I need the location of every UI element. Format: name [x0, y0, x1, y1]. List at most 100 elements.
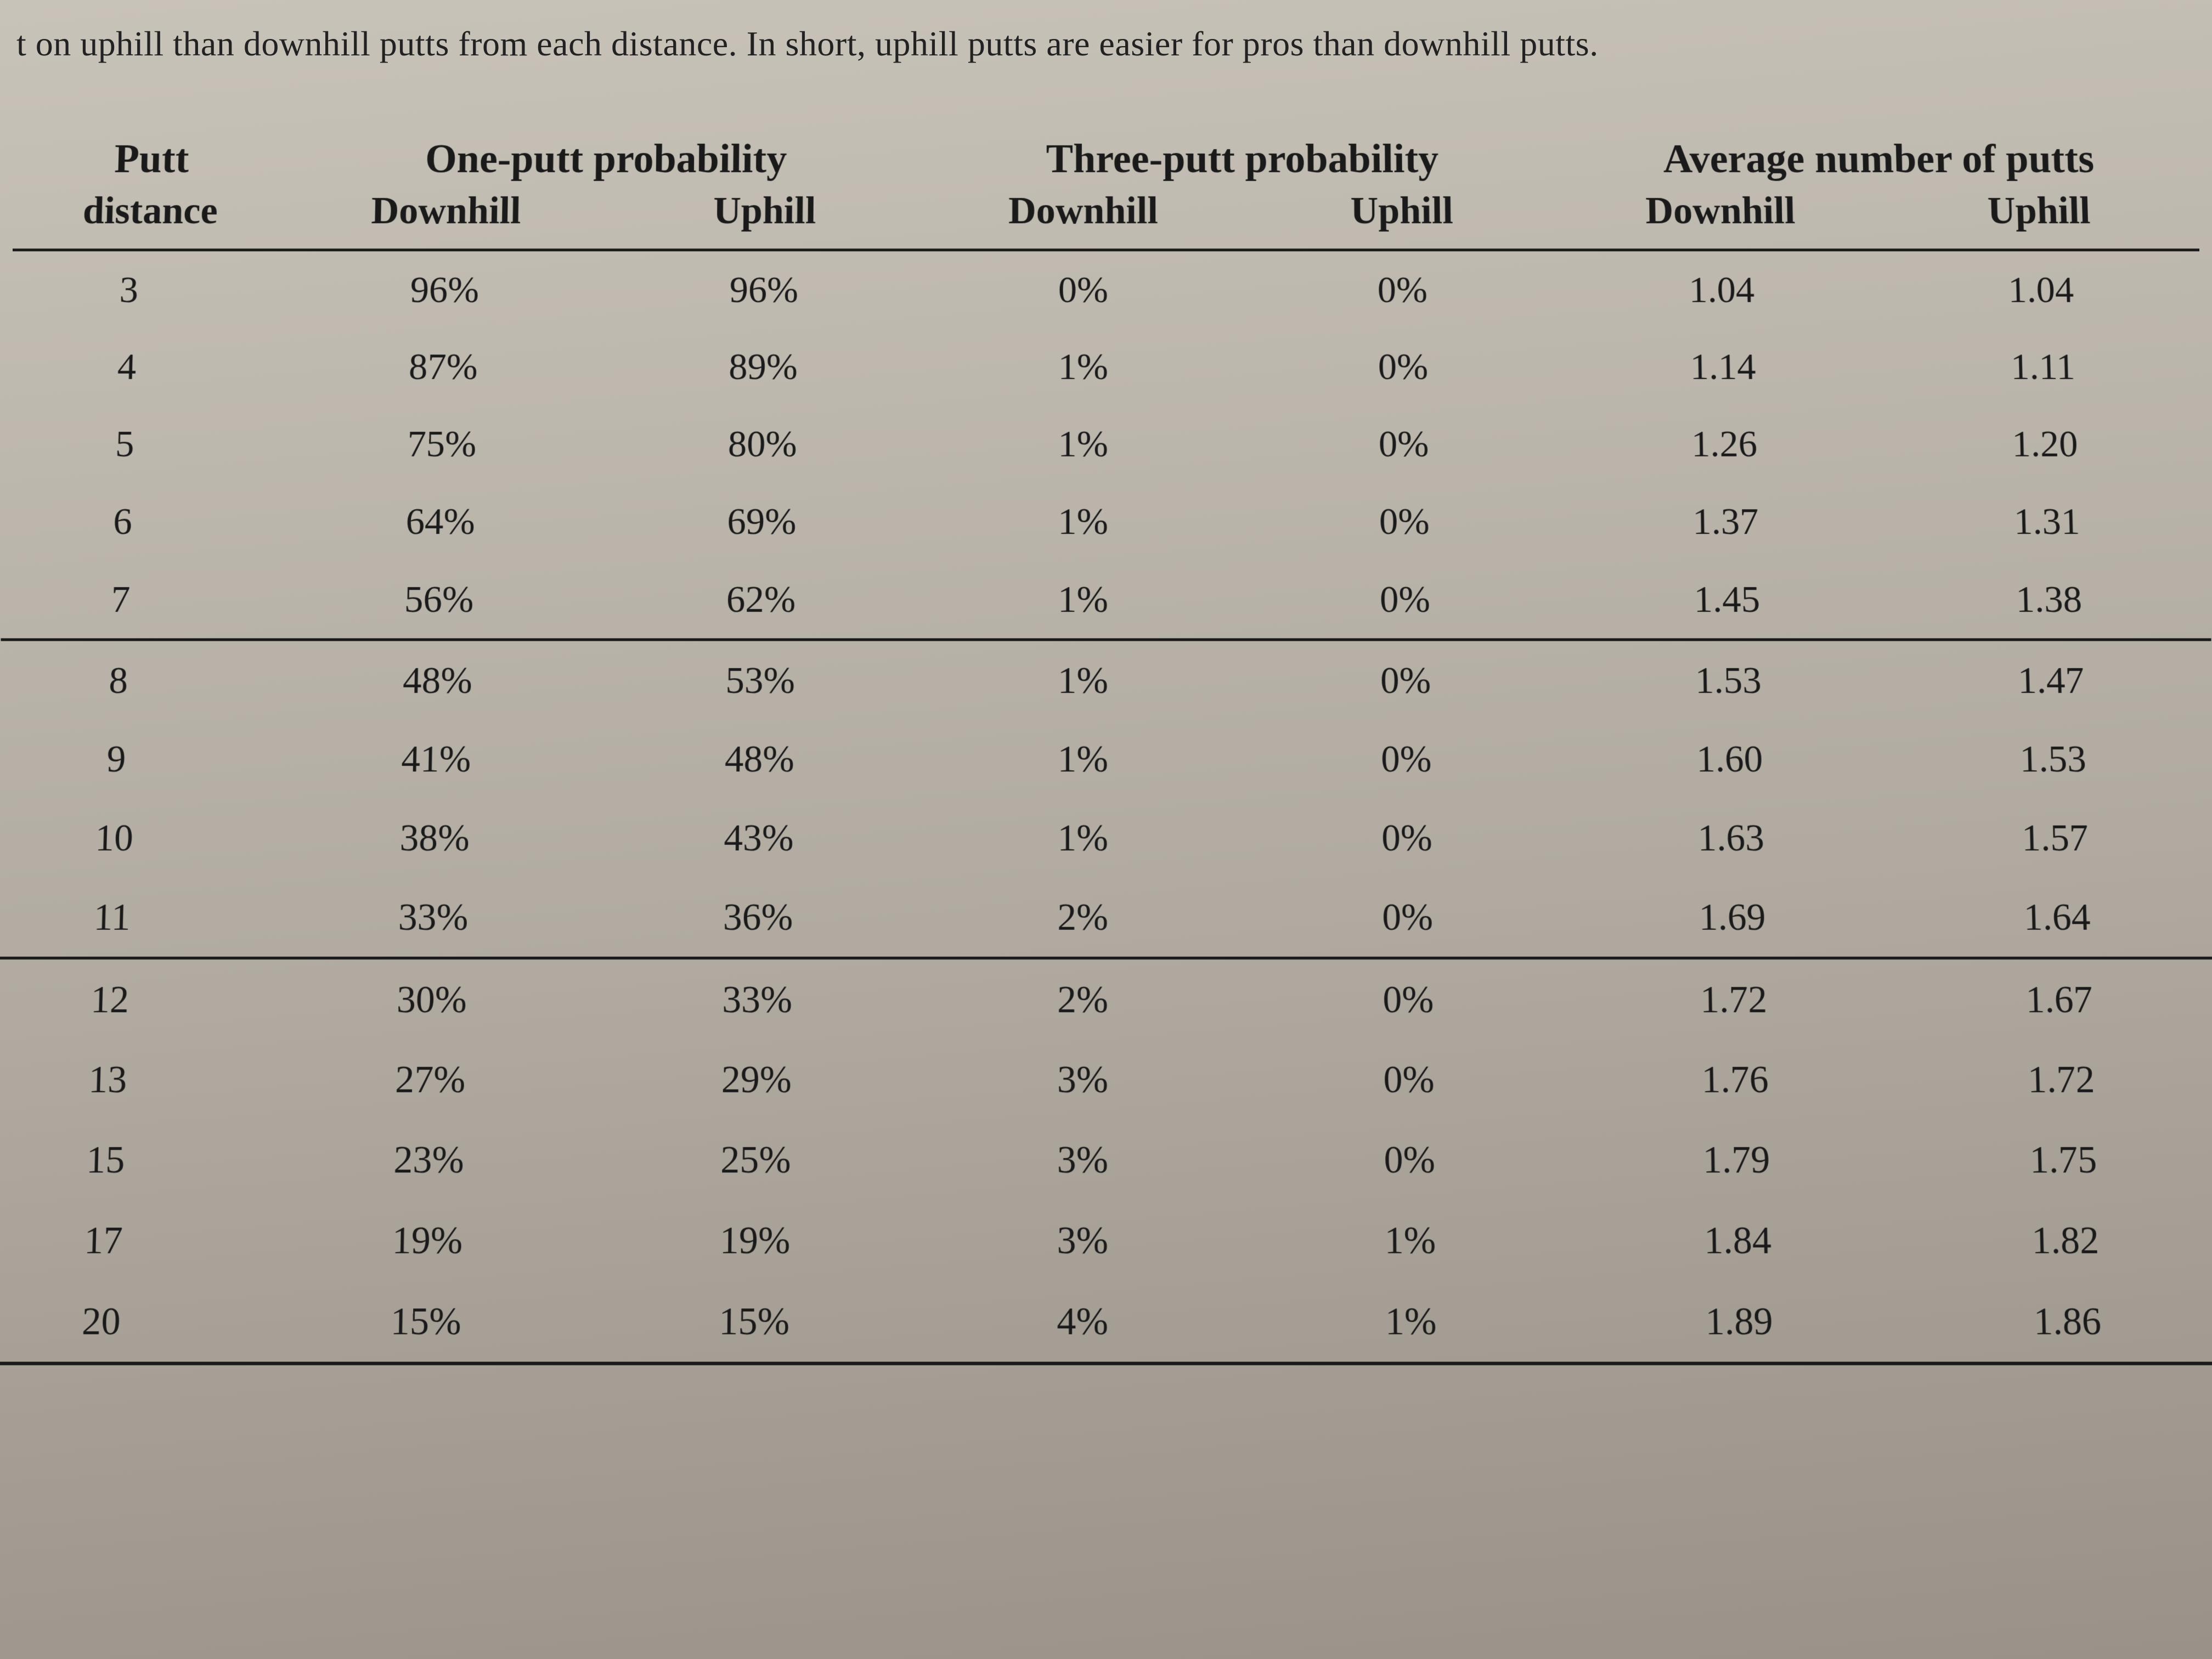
cell-value: 1.69 [1570, 877, 1895, 958]
caption-text: t on uphill than downhill putts from eac… [16, 22, 2174, 66]
cell-value: 1.14 [1562, 328, 1884, 405]
cell-value: 1.75 [1899, 1119, 2212, 1200]
table-row: 1230%33%2%0%1.721.67 [0, 958, 2212, 1039]
table-row: 1038%43%1%0%1.631.57 [0, 798, 2212, 877]
cell-value: 1.31 [1886, 482, 2209, 560]
cell-value: 0% [1244, 640, 1567, 719]
table-row: 1327%29%3%0%1.761.72 [0, 1039, 2212, 1119]
cell-value: 1.72 [1571, 958, 1898, 1039]
cell-value: 1.04 [1561, 250, 1882, 328]
cell-value: 1.53 [1566, 640, 1891, 719]
cell-value: 80% [602, 405, 923, 482]
cell-value: 1.04 [1881, 250, 2202, 328]
table-row: 1719%19%3%1%1.841.82 [0, 1200, 2212, 1280]
cell-value: 1.67 [1895, 958, 2212, 1039]
table-row: 396%96%0%0%1.041.04 [10, 250, 2202, 328]
cell-distance: 15 [0, 1119, 266, 1200]
cell-value: 1% [921, 798, 1245, 877]
cell-value: 1% [1246, 1200, 1575, 1280]
header-op-downhill: Downhill [286, 187, 606, 250]
cell-value: 96% [604, 250, 924, 328]
cell-value: 1.63 [1568, 798, 1894, 877]
cell-distance: 4 [8, 328, 284, 405]
cell-value: 1.38 [1887, 560, 2211, 640]
cell-value: 1.76 [1571, 1039, 1899, 1119]
cell-distance: 10 [0, 798, 274, 877]
cell-value: 33% [594, 958, 921, 1039]
cell-value: 1.89 [1575, 1280, 1904, 1363]
cell-value: 1% [923, 328, 1243, 405]
cell-distance: 5 [5, 405, 283, 482]
table-row: 2015%15%4%1%1.891.86 [0, 1280, 2212, 1363]
cell-value: 1% [921, 640, 1244, 719]
cell-distance: 20 [0, 1280, 263, 1363]
cell-value: 3% [919, 1119, 1246, 1200]
cell-value: 1.72 [1897, 1039, 2212, 1119]
cell-value: 48% [597, 719, 922, 798]
cell-value: 33% [270, 877, 596, 958]
cell-value: 0% [1245, 798, 1570, 877]
table-row: 1523%25%3%0%1.791.75 [0, 1119, 2212, 1200]
header-one-putt: One-putt probability [287, 121, 924, 187]
cell-value: 3% [919, 1039, 1246, 1119]
table-row: 941%48%1%0%1.601.53 [0, 719, 2212, 798]
cell-value: 2% [920, 958, 1246, 1039]
cell-value: 1.37 [1565, 482, 1887, 560]
cell-distance: 6 [3, 482, 281, 560]
page: t on uphill than downhill putts from eac… [0, 0, 2212, 1659]
cell-value: 69% [601, 482, 923, 560]
table-row: 1133%36%2%0%1.691.64 [0, 877, 2212, 958]
header-op-uphill: Uphill [605, 187, 924, 250]
cell-value: 56% [277, 560, 601, 640]
cell-distance: 9 [0, 719, 275, 798]
cell-value: 62% [600, 560, 922, 640]
cell-value: 38% [272, 798, 597, 877]
cell-value: 23% [264, 1119, 592, 1200]
cell-value: 4% [918, 1280, 1247, 1363]
cell-value: 48% [275, 640, 600, 719]
cell-value: 1.11 [1882, 328, 2204, 405]
header-avg-putts: Average number of putts [1560, 121, 2197, 187]
cell-value: 1.45 [1565, 560, 1888, 640]
cell-value: 64% [279, 482, 601, 560]
cell-value: 0% [1245, 958, 1571, 1039]
cell-distance: 17 [0, 1200, 264, 1280]
cell-value: 89% [603, 328, 923, 405]
cell-value: 1% [921, 719, 1245, 798]
cell-value: 15% [590, 1280, 919, 1363]
table-row: 848%53%1%0%1.531.47 [0, 640, 2212, 719]
cell-value: 0% [1244, 719, 1568, 798]
cell-value: 2% [920, 877, 1245, 958]
cell-value: 1% [923, 405, 1244, 482]
cell-value: 87% [283, 328, 604, 405]
header-putt: Putt [14, 121, 289, 187]
cell-value: 0% [1245, 1039, 1572, 1119]
cell-value: 1% [922, 482, 1244, 560]
cell-value: 1% [922, 560, 1244, 640]
table-row: 756%62%1%0%1.451.38 [1, 560, 2211, 640]
cell-value: 1.82 [1901, 1200, 2212, 1280]
cell-value: 1.60 [1567, 719, 1892, 798]
putt-stats-table: Putt One-putt probability Three-putt pro… [0, 121, 2212, 1365]
cell-value: 53% [599, 640, 922, 719]
cell-value: 96% [284, 250, 605, 328]
cell-value: 1.47 [1889, 640, 2212, 719]
cell-value: 0% [1243, 328, 1564, 405]
cell-distance: 8 [0, 640, 277, 719]
cell-distance: 11 [0, 877, 272, 958]
cell-value: 36% [595, 877, 921, 958]
header-tp-uphill: Uphill [1243, 187, 1562, 250]
header-tp-downhill: Downhill [924, 187, 1243, 250]
cell-value: 15% [261, 1280, 590, 1363]
cell-value: 41% [274, 719, 599, 798]
cell-value: 1.84 [1573, 1200, 1903, 1280]
header-avg-downhill: Downhill [1561, 187, 1881, 250]
cell-value: 0% [1246, 1119, 1573, 1200]
cell-value: 19% [591, 1200, 919, 1280]
cell-value: 1% [1246, 1280, 1576, 1363]
cell-distance: 3 [10, 250, 286, 328]
cell-value: 0% [1243, 250, 1562, 328]
cell-value: 1.86 [1903, 1280, 2212, 1363]
cell-value: 1.26 [1564, 405, 1886, 482]
cell-value: 1.20 [1884, 405, 2207, 482]
